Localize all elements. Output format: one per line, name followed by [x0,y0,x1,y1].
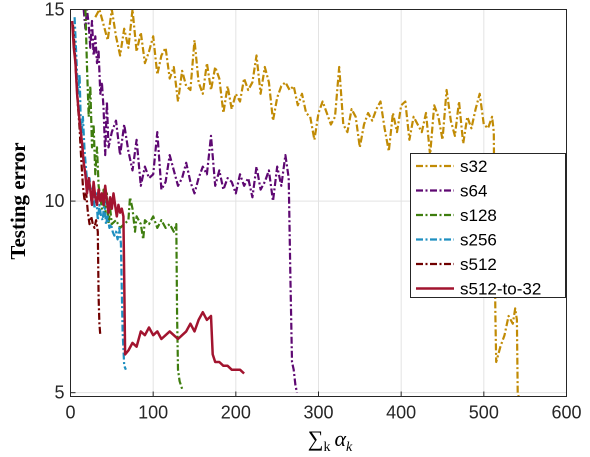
y-tick-label-1: 10 [44,191,64,211]
plot-series [70,9,520,397]
x-axis-title-sub-k2: k [346,440,353,455]
legend-label-s64: s64 [460,182,487,201]
legend-label-s256: s256 [460,231,497,250]
x-ticks: 0 100 200 300 400 500 600 [65,391,582,423]
series-line-s256 [73,17,127,371]
x-tick-label-5: 500 [469,403,499,423]
x-axis-title-sub-k: k [323,440,330,455]
series-line-s128 [84,9,184,390]
x-tick-label-2: 200 [221,403,251,423]
legend: s32 s64 s128 s256 s512 s512-to-32 [410,153,566,299]
x-tick-label-4: 400 [386,403,416,423]
legend-label-s512: s512 [460,255,497,274]
legend-label-s512-to-32: s512-to-32 [460,280,541,299]
x-axis-title-sum: ∑ [308,426,324,451]
x-tick-label-1: 100 [138,403,168,423]
series-line-s512-to-32 [70,20,245,375]
x-tick-label-3: 300 [303,403,333,423]
y-ticks: 5 10 15 [44,0,76,403]
x-tick-label-0: 0 [65,403,75,423]
y-axis-title: Testing error [6,142,30,259]
legend-label-s128: s128 [460,206,497,225]
legend-box [410,153,566,298]
series-line-s64 [82,9,299,393]
y-tick-label-0: 5 [54,383,64,403]
series-line-s32 [94,9,520,397]
x-tick-label-6: 600 [551,403,581,423]
x-axis-title-alpha: α [334,426,346,451]
legend-label-s32: s32 [460,157,487,176]
y-tick-label-2: 15 [44,0,64,20]
x-axis-title: ∑k αk [308,426,353,455]
